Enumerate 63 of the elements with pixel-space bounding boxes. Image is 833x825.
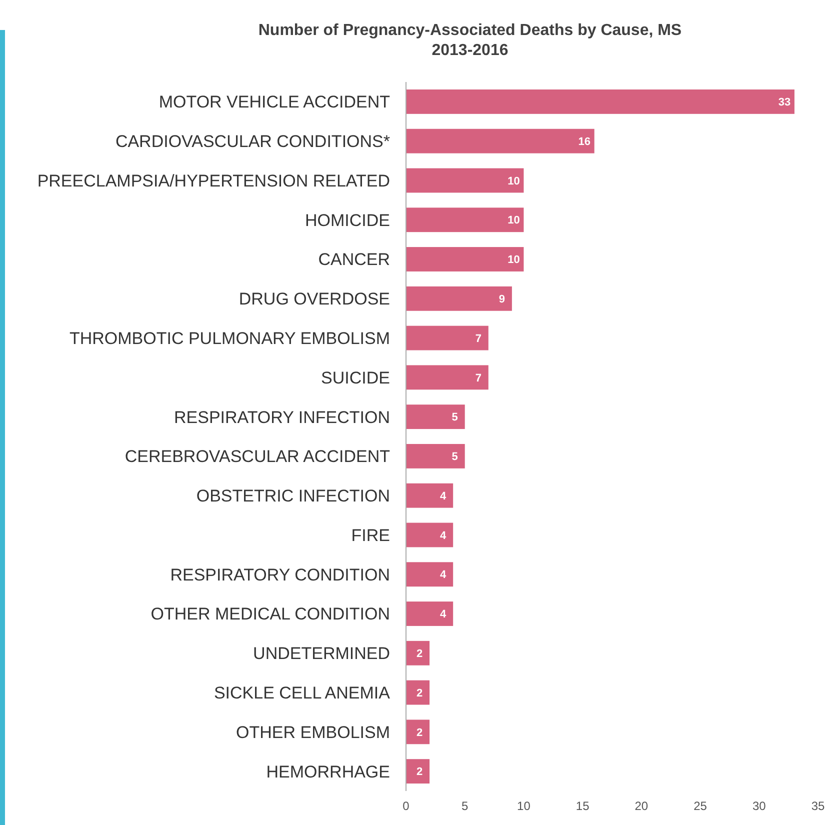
bar bbox=[406, 759, 430, 784]
data-label: 5 bbox=[452, 412, 458, 424]
x-tick-label: 30 bbox=[752, 799, 766, 813]
bar bbox=[406, 208, 524, 232]
data-label: 7 bbox=[475, 372, 482, 384]
data-label: 4 bbox=[440, 608, 448, 621]
y-tick-label: OTHER MEDICAL CONDITION bbox=[150, 604, 390, 624]
data-label: 4 bbox=[440, 490, 448, 502]
bar bbox=[406, 444, 465, 468]
data-label: 10 bbox=[508, 214, 520, 227]
x-tick-label: 25 bbox=[694, 799, 708, 813]
data-label: 7 bbox=[475, 332, 482, 345]
bar bbox=[406, 522, 454, 548]
data-label: 10 bbox=[508, 175, 520, 188]
data-label: 9 bbox=[498, 293, 506, 306]
data-label: 4 bbox=[440, 569, 448, 582]
bar bbox=[406, 128, 594, 154]
y-tick-label: PREECLAMPSIA/HYPERTENSION RELATED bbox=[37, 171, 390, 190]
bar bbox=[406, 404, 465, 430]
y-tick-label: SUICIDE bbox=[321, 368, 390, 388]
chart-title: Number of Pregnancy-Associated Deaths by Cause, MS 2013-2016 bbox=[258, 22, 682, 59]
y-tick-label: CANCER bbox=[318, 250, 390, 270]
data-label: 2 bbox=[416, 726, 423, 739]
data-label: 4 bbox=[440, 530, 448, 542]
y-tick-label: CARDIOVASCULAR CONDITIONS* bbox=[115, 132, 390, 152]
bar bbox=[406, 562, 454, 587]
bar bbox=[406, 602, 454, 626]
y-tick-label: RESPIRATORY CONDITION bbox=[170, 565, 390, 584]
data-label: 10 bbox=[508, 254, 520, 266]
y-tick-label: THROMBOTIC PULMONARY EMBOLISM bbox=[69, 328, 390, 348]
bar bbox=[406, 720, 430, 744]
y-tick-label: RESPIRATORY INFECTION bbox=[174, 408, 390, 427]
bar bbox=[406, 286, 512, 311]
data-label: 5 bbox=[452, 451, 458, 464]
y-tick-label: HEMORRHAGE bbox=[266, 762, 390, 782]
data-label: 16 bbox=[578, 136, 590, 148]
data-label: 2 bbox=[416, 648, 423, 660]
y-tick-label: OTHER EMBOLISM bbox=[236, 722, 390, 742]
x-tick-label: 20 bbox=[634, 799, 648, 813]
bar bbox=[406, 247, 524, 272]
bar bbox=[406, 326, 488, 350]
bar bbox=[406, 365, 488, 390]
x-tick-label: 35 bbox=[811, 799, 825, 813]
y-tick-label: MOTOR VEHICLE ACCIDENT bbox=[158, 92, 390, 112]
data-label: 2 bbox=[416, 766, 423, 778]
x-tick-label: 15 bbox=[576, 799, 590, 813]
y-tick-label: DRUG OVERDOSE bbox=[238, 290, 390, 309]
bar bbox=[406, 640, 430, 666]
bar bbox=[406, 89, 794, 114]
data-label: 2 bbox=[416, 687, 423, 700]
y-tick-label: OBSTETRIC INFECTION bbox=[196, 486, 390, 506]
x-tick-label: 10 bbox=[517, 799, 531, 813]
bar bbox=[406, 168, 524, 193]
y-tick-label: CEREBROVASCULAR ACCIDENT bbox=[124, 447, 390, 466]
data-label: 33 bbox=[778, 96, 791, 109]
x-tick-label: 0 bbox=[402, 799, 410, 813]
y-tick-label: HOMICIDE bbox=[305, 210, 390, 230]
y-tick-label: FIRE bbox=[351, 526, 390, 545]
bar bbox=[406, 483, 454, 508]
y-tick-label: UNDETERMINED bbox=[253, 644, 390, 664]
y-tick-label: SICKLE CELL ANEMIA bbox=[214, 683, 391, 702]
x-tick-label: 5 bbox=[462, 799, 469, 813]
bar bbox=[406, 680, 430, 705]
